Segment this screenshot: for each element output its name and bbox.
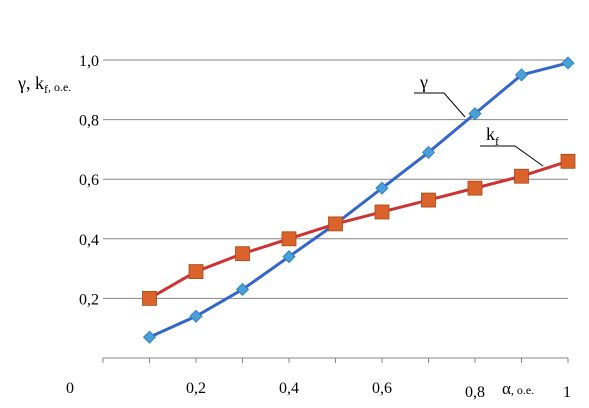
point-kf-7 [467, 180, 483, 196]
y-tick-label: 1,0 [79, 53, 99, 70]
x-tick-label: 0,2 [186, 380, 206, 397]
x-tick-label: 0,8 [465, 384, 485, 401]
point-kf-8 [514, 168, 529, 184]
x-tick-labels: 0 0,2 0,4 0,6 0,8 1 [66, 380, 571, 401]
point-gamma-1 [189, 309, 203, 323]
point-gamma-5 [375, 181, 389, 195]
point-gamma-9 [561, 56, 575, 70]
point-kf-5 [374, 204, 390, 220]
gridlines [103, 59, 568, 299]
point-gamma-7 [468, 107, 482, 121]
point-kf-1 [188, 264, 204, 279]
series-markers [142, 56, 576, 344]
y-tick-labels: 1,0 0,8 0,6 0,4 0,2 [79, 53, 99, 308]
series-lines [148, 61, 569, 339]
y-axis-label: γ, kf, o.e. [17, 73, 71, 96]
point-kf-2 [235, 246, 250, 262]
y-tick-label: 0,6 [79, 172, 99, 189]
x-tick-label: 0,6 [372, 380, 392, 397]
point-gamma-6 [421, 145, 436, 159]
point-kf-6 [421, 192, 436, 208]
gamma-leader-line [414, 92, 466, 118]
y-tick-label: 0,4 [79, 232, 99, 249]
kf-label: kf [486, 124, 499, 148]
y-tick-label: 0,2 [79, 291, 99, 308]
x-tick-label: 1 [563, 384, 571, 401]
x-axis-label: α, o.e. [502, 379, 534, 398]
kf-leader-line [480, 145, 544, 167]
x-tick-label: 0,4 [279, 380, 299, 397]
series-line-0 [148, 61, 569, 339]
y-tick-label: 0,8 [79, 113, 99, 130]
point-gamma-8 [514, 68, 529, 82]
x-tick-label: 0 [66, 380, 74, 397]
x-axis-ticks [102, 358, 569, 363]
point-kf-9 [560, 153, 576, 169]
point-gamma-2 [235, 282, 250, 297]
point-kf-0 [142, 290, 157, 306]
point-kf-4 [328, 216, 343, 232]
point-gamma-0 [142, 330, 157, 344]
point-kf-3 [281, 231, 297, 247]
series-line-1 [148, 159, 569, 300]
point-gamma-3 [282, 250, 296, 264]
series-label-kf: kf [480, 124, 544, 167]
series-label-gamma: γ [414, 72, 466, 118]
gamma-label: γ [419, 72, 428, 92]
